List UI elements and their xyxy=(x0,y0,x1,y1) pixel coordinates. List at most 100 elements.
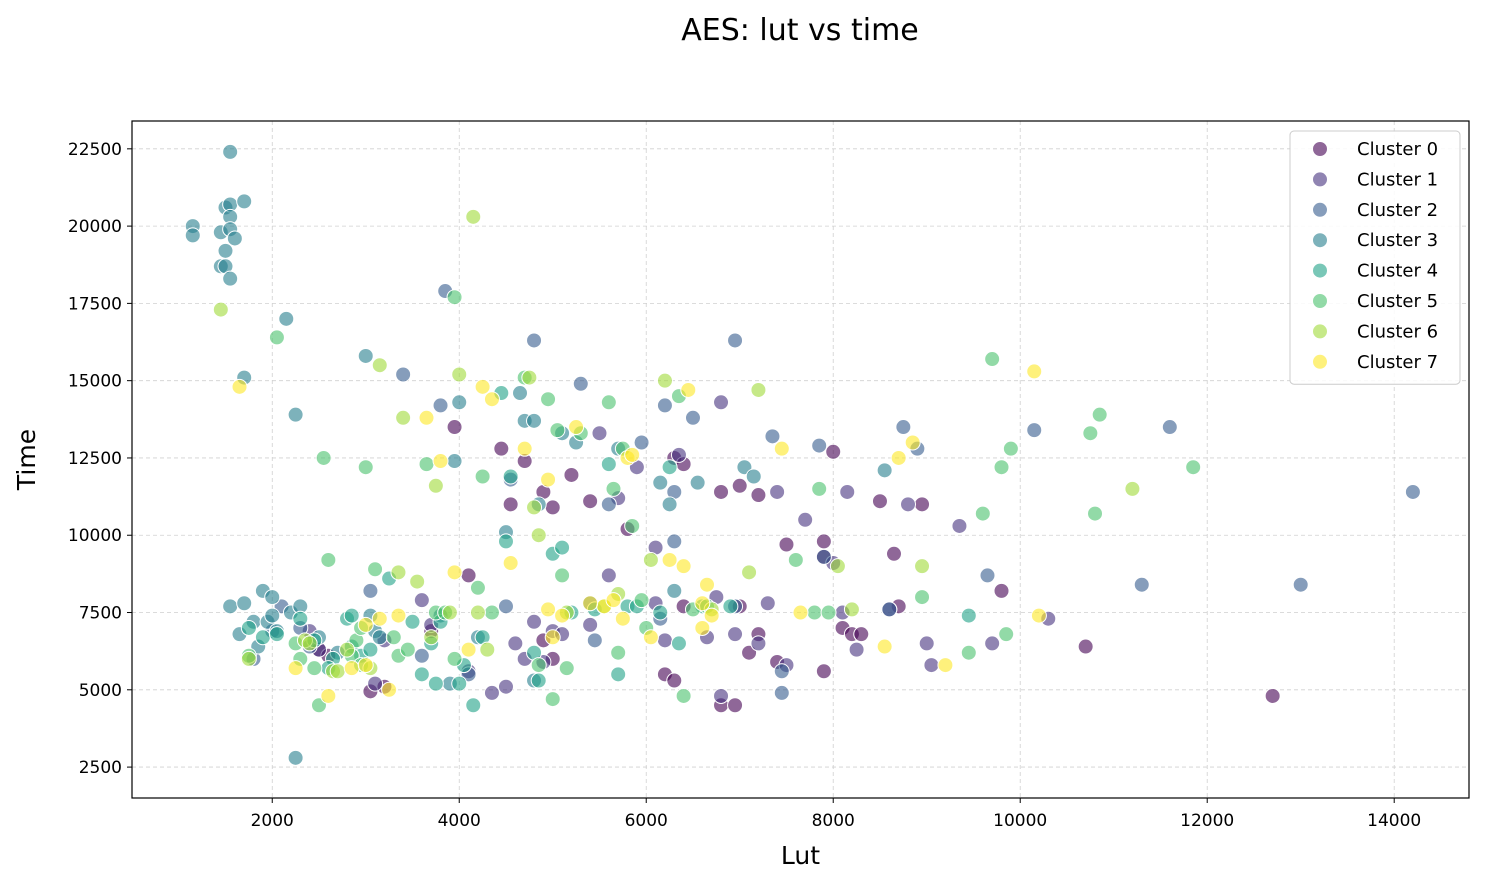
y-tick-label: 22500 xyxy=(68,140,122,160)
data-point xyxy=(694,595,711,612)
data-point xyxy=(713,687,730,704)
data-point xyxy=(661,459,678,476)
data-point xyxy=(684,409,701,426)
data-point xyxy=(385,629,402,646)
data-point xyxy=(558,660,575,677)
data-point xyxy=(624,446,641,463)
data-point xyxy=(483,604,500,621)
data-point xyxy=(301,635,318,652)
data-point xyxy=(357,347,374,364)
data-point xyxy=(502,496,519,513)
data-point xyxy=(713,394,730,411)
legend-label: Cluster 5 xyxy=(1357,291,1438,312)
data-point xyxy=(1292,576,1309,593)
data-point xyxy=(446,289,463,306)
data-point xyxy=(727,626,744,643)
data-point xyxy=(792,604,809,621)
data-point xyxy=(811,437,828,454)
data-point xyxy=(469,579,486,596)
data-point xyxy=(413,666,430,683)
data-point xyxy=(605,592,622,609)
data-point xyxy=(661,551,678,568)
data-point xyxy=(371,610,388,627)
data-point xyxy=(633,434,650,451)
plot-frame xyxy=(131,120,1470,799)
data-point xyxy=(483,391,500,408)
data-point xyxy=(497,598,514,615)
x-tick-label: 2000 xyxy=(251,811,294,831)
data-point xyxy=(820,604,837,621)
data-point xyxy=(404,613,421,630)
data-point xyxy=(254,629,271,646)
data-point xyxy=(642,551,659,568)
data-point xyxy=(549,422,566,439)
data-point xyxy=(727,697,744,714)
data-point xyxy=(666,582,683,599)
legend-marker xyxy=(1312,171,1328,188)
data-point xyxy=(600,496,617,513)
legend-marker xyxy=(1312,353,1328,370)
data-point xyxy=(554,539,571,556)
data-point xyxy=(544,499,561,516)
data-point xyxy=(507,635,524,652)
data-point xyxy=(600,394,617,411)
data-point xyxy=(582,595,599,612)
x-tick-label: 6000 xyxy=(625,811,668,831)
data-point xyxy=(367,675,384,692)
series-cluster-3 xyxy=(184,143,893,766)
data-point xyxy=(1091,406,1108,423)
data-point xyxy=(343,660,360,677)
data-point xyxy=(512,385,529,402)
data-point xyxy=(418,456,435,473)
data-point xyxy=(600,567,617,584)
data-point xyxy=(362,582,379,599)
data-point xyxy=(446,419,463,436)
data-point xyxy=(465,208,482,225)
x-tick-label: 12000 xyxy=(1180,811,1234,831)
data-point xyxy=(951,517,968,534)
data-point xyxy=(367,561,384,578)
data-point xyxy=(441,604,458,621)
data-point xyxy=(600,456,617,473)
data-point xyxy=(713,483,730,500)
data-point xyxy=(998,626,1015,643)
data-point xyxy=(853,626,870,643)
data-point xyxy=(446,564,463,581)
data-point xyxy=(390,564,407,581)
data-point xyxy=(904,434,921,451)
data-point xyxy=(357,657,374,674)
data-point xyxy=(914,558,931,575)
y-tick-label: 12500 xyxy=(68,449,122,469)
legend-marker xyxy=(1312,232,1328,249)
data-point xyxy=(703,607,720,624)
series-cluster-5 xyxy=(240,289,1202,714)
data-point xyxy=(914,496,931,513)
data-point xyxy=(521,369,538,386)
data-point xyxy=(1161,419,1178,436)
data-point xyxy=(526,499,543,516)
y-tick-label: 20000 xyxy=(68,217,122,237)
data-point xyxy=(614,610,631,627)
data-point xyxy=(890,449,907,466)
data-point xyxy=(984,351,1001,368)
data-point xyxy=(483,684,500,701)
data-point xyxy=(666,672,683,689)
data-point xyxy=(918,635,935,652)
data-point xyxy=(432,397,449,414)
data-point xyxy=(390,607,407,624)
data-point xyxy=(815,663,832,680)
data-point xyxy=(451,675,468,692)
data-point xyxy=(656,397,673,414)
data-point xyxy=(811,480,828,497)
series-cluster-7 xyxy=(231,363,1047,704)
data-point xyxy=(568,419,585,436)
data-point xyxy=(591,425,608,442)
data-point xyxy=(226,230,243,247)
data-point xyxy=(689,474,706,491)
data-point xyxy=(212,301,229,318)
data-point xyxy=(633,592,650,609)
data-point xyxy=(339,641,356,658)
data-point xyxy=(413,592,430,609)
x-tick-label: 14000 xyxy=(1367,811,1421,831)
data-point xyxy=(787,551,804,568)
